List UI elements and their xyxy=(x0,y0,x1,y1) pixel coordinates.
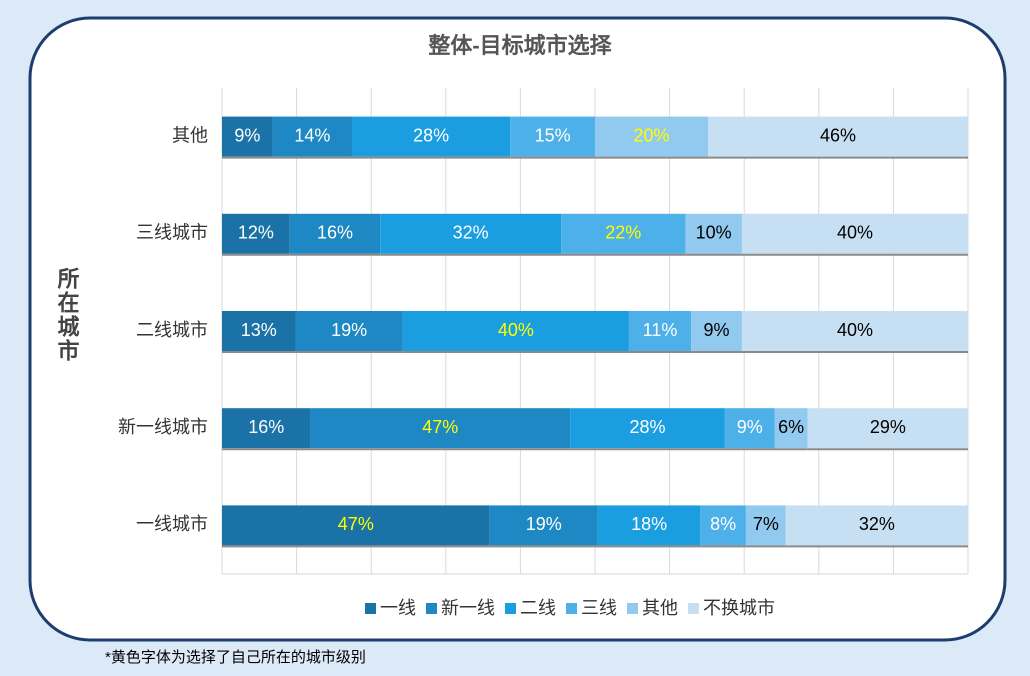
footnote: *黄色字体为选择了自己所在的城市级别 xyxy=(105,649,366,666)
legend-swatch xyxy=(627,603,638,614)
bar-segment xyxy=(597,505,701,546)
y-tick-label: 新一线城市 xyxy=(118,417,208,437)
bar-segment xyxy=(595,116,709,157)
data-label: 20% xyxy=(633,125,669,145)
bar-segment xyxy=(570,408,725,449)
bar-segment xyxy=(700,505,746,546)
bar-segment xyxy=(380,213,562,254)
data-label: 40% xyxy=(837,320,873,340)
data-label: 12% xyxy=(238,223,274,243)
bar-segment xyxy=(351,116,511,157)
bar-segment xyxy=(489,505,598,546)
data-label: 32% xyxy=(859,514,895,534)
data-label: 40% xyxy=(498,320,534,340)
data-label: 47% xyxy=(338,514,374,534)
legend-label: 三线 xyxy=(581,598,617,618)
legend-label: 新一线 xyxy=(441,598,495,618)
bar-segment xyxy=(745,505,786,546)
y-tick-label: 一线城市 xyxy=(136,514,208,534)
bar-segment xyxy=(402,311,629,351)
data-label: 7% xyxy=(753,514,779,534)
legend-swatch xyxy=(426,603,437,614)
legend-label: 其他 xyxy=(642,598,678,618)
bar-segment xyxy=(289,213,381,254)
legend-swatch xyxy=(505,603,516,614)
bar-segment xyxy=(774,408,808,449)
bar-segment xyxy=(272,116,352,157)
data-label: 16% xyxy=(248,417,284,437)
data-label: 46% xyxy=(820,125,856,145)
legend-swatch xyxy=(688,603,699,614)
bar-segment xyxy=(724,408,775,449)
bar-segment xyxy=(628,311,692,351)
data-label: 28% xyxy=(413,125,449,145)
bar-segment xyxy=(807,408,968,449)
data-label: 13% xyxy=(241,320,277,340)
y-tick-label: 三线城市 xyxy=(136,223,208,243)
legend-label: 二线 xyxy=(520,598,556,618)
bar-segment xyxy=(222,505,490,546)
data-label: 22% xyxy=(605,223,641,243)
data-label: 19% xyxy=(331,320,367,340)
chart-title: 整体-目标城市选择 xyxy=(428,33,612,58)
bar-segment xyxy=(741,213,968,254)
y-tick-label: 二线城市 xyxy=(136,320,208,340)
data-label: 10% xyxy=(696,223,732,243)
data-label: 15% xyxy=(535,125,571,145)
legend-swatch xyxy=(365,603,376,614)
bar-segment xyxy=(222,311,296,351)
bar-segment xyxy=(222,116,273,157)
legend-swatch xyxy=(566,603,577,614)
data-label: 28% xyxy=(629,417,665,437)
data-label: 29% xyxy=(870,417,906,437)
data-label: 19% xyxy=(526,514,562,534)
data-label: 9% xyxy=(737,417,763,437)
bar-segment xyxy=(785,505,968,546)
y-tick-label: 其他 xyxy=(172,125,208,145)
legend-label: 一线 xyxy=(380,598,416,618)
bar-segment xyxy=(295,311,403,351)
bar-segment xyxy=(741,311,968,351)
data-label: 8% xyxy=(710,514,736,534)
data-label: 11% xyxy=(643,320,678,340)
bar-segment xyxy=(708,116,968,157)
bar-segment xyxy=(222,408,311,449)
bar-segment xyxy=(685,213,742,254)
legend-label: 不换城市 xyxy=(703,598,775,618)
bar-segment xyxy=(561,213,686,254)
data-label: 32% xyxy=(453,223,489,243)
data-label: 40% xyxy=(837,223,873,243)
bar-segment xyxy=(691,311,742,351)
y-axis-label: 所在城市 xyxy=(55,267,80,363)
data-label: 16% xyxy=(317,223,353,243)
bar-segment xyxy=(222,213,290,254)
data-label: 9% xyxy=(234,125,260,145)
data-label: 6% xyxy=(778,417,804,437)
data-label: 14% xyxy=(294,125,330,145)
data-label: 18% xyxy=(631,514,667,534)
data-label: 9% xyxy=(703,320,729,340)
bar-segment xyxy=(510,116,595,157)
bar-segment xyxy=(310,408,571,449)
data-label: 47% xyxy=(422,417,458,437)
